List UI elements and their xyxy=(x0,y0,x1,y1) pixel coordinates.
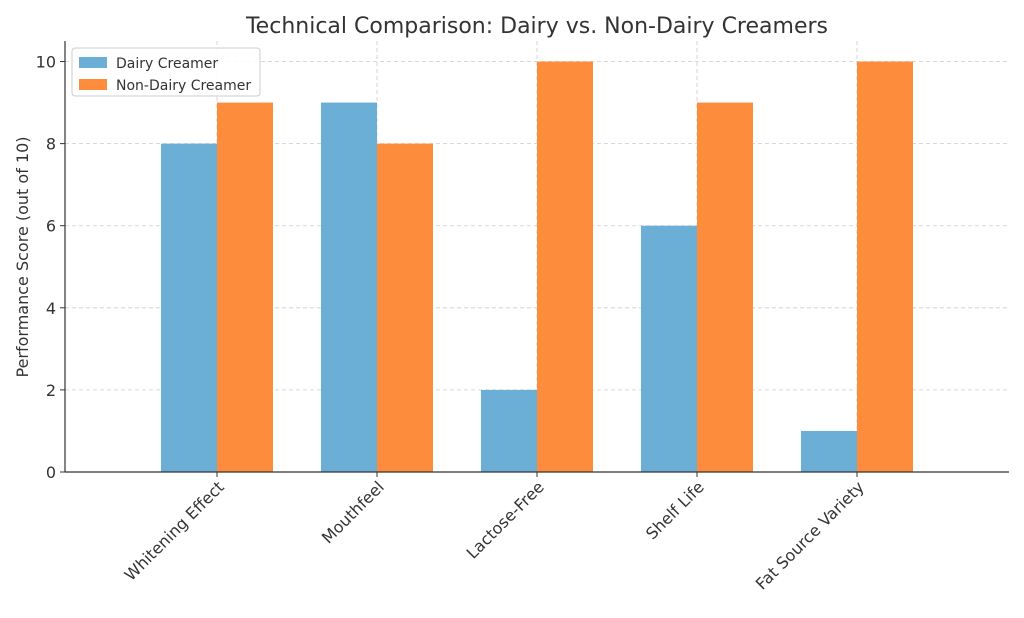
bar-dairy-creamer xyxy=(161,143,217,472)
bars xyxy=(161,61,913,473)
bar-dairy-creamer xyxy=(321,102,377,473)
bar-dairy-creamer xyxy=(481,389,537,472)
bar-non-dairy-creamer xyxy=(537,61,593,473)
legend: Dairy Creamer Non-Dairy Creamer xyxy=(71,47,261,97)
legend-box xyxy=(71,47,261,97)
bar-non-dairy-creamer xyxy=(377,143,433,472)
y-tick-label: 4 xyxy=(46,299,56,318)
bar-dairy-creamer xyxy=(801,430,857,472)
x-tick-label: Lactose-Free xyxy=(463,477,548,562)
x-tick-label: Shelf Life xyxy=(642,477,708,543)
bar-dairy-creamer xyxy=(641,225,697,472)
chart-title: Technical Comparison: Dairy vs. Non-Dair… xyxy=(245,14,828,39)
legend-label: Non-Dairy Creamer xyxy=(116,78,251,94)
y-tick-label: 0 xyxy=(46,463,56,482)
y-tick-label: 8 xyxy=(46,135,56,154)
x-tick-label: Fat Source Variety xyxy=(752,477,868,593)
y-tick-label: 6 xyxy=(46,217,56,236)
bar-non-dairy-creamer xyxy=(217,102,273,473)
x-tick-label: Mouthfeel xyxy=(318,477,388,547)
legend-swatch xyxy=(79,57,107,68)
axes xyxy=(60,41,1009,477)
legend-swatch xyxy=(79,79,107,90)
x-tick-label: Whitening Effect xyxy=(121,477,228,584)
bar-non-dairy-creamer xyxy=(697,102,753,473)
y-axis-label: Performance Score (out of 10) xyxy=(13,136,32,377)
y-tick-label: 10 xyxy=(36,53,56,72)
bar-non-dairy-creamer xyxy=(857,61,913,473)
y-tick-label: 2 xyxy=(46,381,56,400)
legend-label: Dairy Creamer xyxy=(116,56,218,72)
